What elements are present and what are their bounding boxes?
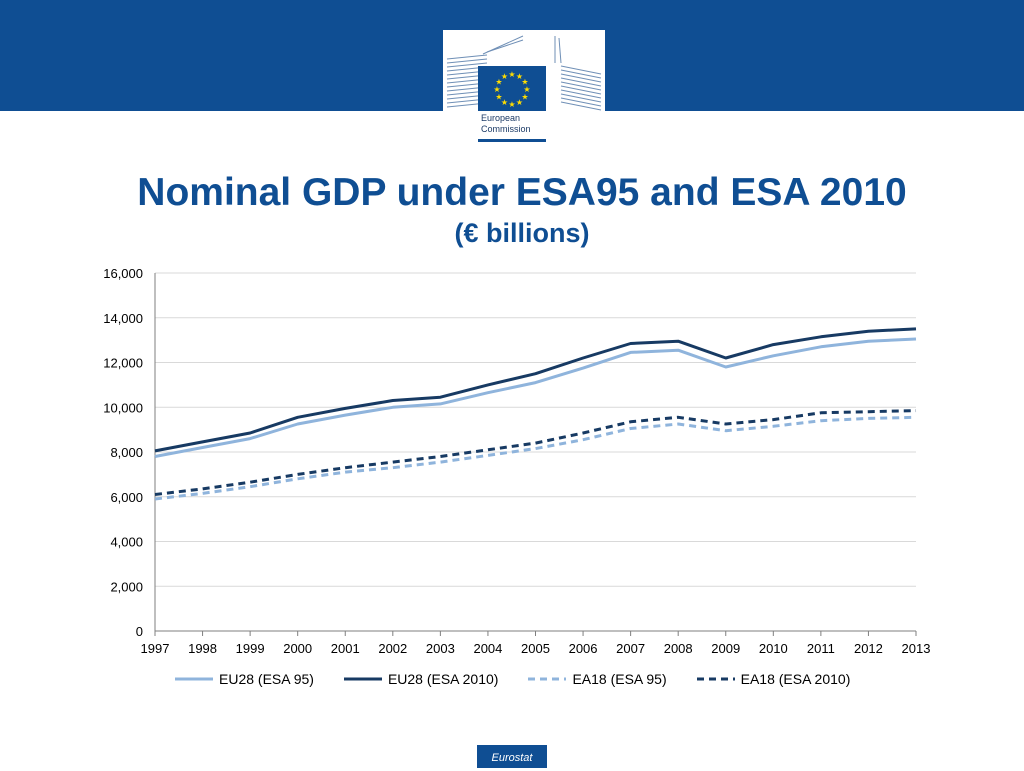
x-tick-label: 2001 (331, 641, 360, 656)
legend-item: EA18 (ESA 95) (527, 671, 667, 687)
x-tick-label: 2005 (521, 641, 550, 656)
flag-star-icon: ★ (523, 85, 530, 94)
flag-star-icon: ★ (516, 98, 523, 107)
x-tick-label: 2007 (616, 641, 645, 656)
logo-text-line1: European (481, 113, 521, 123)
x-tick-label: 2010 (759, 641, 788, 656)
line-chart: 0 2,000 4,000 6,000 8,000 10,000 12,000 14,000 1… (103, 266, 931, 656)
flag-star-icon: ★ (521, 93, 528, 102)
y-tick-label: 6,000 (110, 490, 143, 505)
european-commission-logo: ★ ★ ★ ★ ★ ★ ★ ★ ★ ★ ★ ★ (443, 30, 605, 143)
commission-building-icon: ★ ★★★★★★★★★★★ (446, 35, 602, 111)
x-tick-label: 1998 (188, 641, 217, 656)
legend-swatch (175, 677, 213, 681)
y-tick-label: 4,000 (110, 535, 143, 550)
flag-star-icon: ★ (508, 70, 515, 79)
x-tick-label: 2002 (378, 641, 407, 656)
x-tick-label: 2008 (664, 641, 693, 656)
logo-underline (478, 139, 546, 142)
series-line-ea18-esa-2010 (154, 409, 917, 496)
x-tick-label: 2000 (283, 641, 312, 656)
y-tick-label: 0 (136, 624, 143, 639)
legend-label: EA18 (ESA 95) (572, 671, 667, 687)
y-tick-label: 10,000 (103, 400, 143, 415)
eu-flag-icon: ★ ★★★★★★★★★★★ (478, 66, 546, 111)
legend-item: EA18 (ESA 2010) (696, 671, 851, 687)
series-line-ea18-esa-95 (154, 415, 917, 501)
flag-star-icon: ★ (516, 72, 523, 81)
chart-title: Nominal GDP under ESA95 and ESA 2010 (137, 171, 907, 214)
y-tick-label: 8,000 (110, 445, 143, 460)
y-tick-label: 12,000 (103, 356, 143, 371)
x-tick-label: 1997 (141, 641, 170, 656)
legend-swatch (528, 677, 567, 681)
flag-star-icon: ★ (501, 72, 508, 81)
flag-star-icon: ★ (521, 78, 528, 87)
legend-label: EA18 (ESA 2010) (740, 671, 851, 687)
logo-text-line2: Commission (481, 124, 531, 134)
logo-text: European Commission (481, 113, 531, 135)
flag-star-icon: ★ (501, 98, 508, 107)
y-tick-label: 2,000 (110, 579, 143, 594)
y-tick-label: 16,000 (103, 266, 143, 281)
legend-item: EU28 (ESA 95) (174, 671, 314, 687)
x-tick-label: 2006 (569, 641, 598, 656)
legend-swatch (343, 677, 382, 681)
x-tick-label: 2009 (711, 641, 740, 656)
flag-star-icon: ★ (495, 93, 502, 102)
legend-item: EU28 (ESA 2010) (343, 671, 499, 687)
flag-star-icon: ★ (495, 78, 502, 87)
legend-swatch (696, 677, 735, 681)
chart-subtitle: (€ billions) (454, 218, 590, 248)
chart-legend: EU28 (ESA 95) EU28 (ESA 2010) EA18 (ESA 95… (174, 669, 879, 689)
legend-label: EU28 (ESA 2010) (387, 671, 499, 687)
series-line-eu28-esa-2010 (154, 327, 917, 453)
flag-star-icon: ★ (493, 85, 500, 94)
eurostat-tag: Eurostat (477, 745, 547, 768)
y-tick-label: 14,000 (103, 311, 143, 326)
x-tick-label: 2012 (854, 641, 883, 656)
series-line-eu28-esa-95 (154, 337, 917, 458)
flag-star-icon: ★ (508, 100, 515, 109)
x-tick-label: 2004 (473, 641, 502, 656)
x-tick-label: 1999 (236, 641, 265, 656)
legend-label: EU28 (ESA 95) (219, 671, 314, 687)
x-tick-label: 2013 (902, 641, 931, 656)
x-tick-label: 2011 (807, 641, 835, 656)
x-tick-label: 2003 (426, 641, 455, 656)
